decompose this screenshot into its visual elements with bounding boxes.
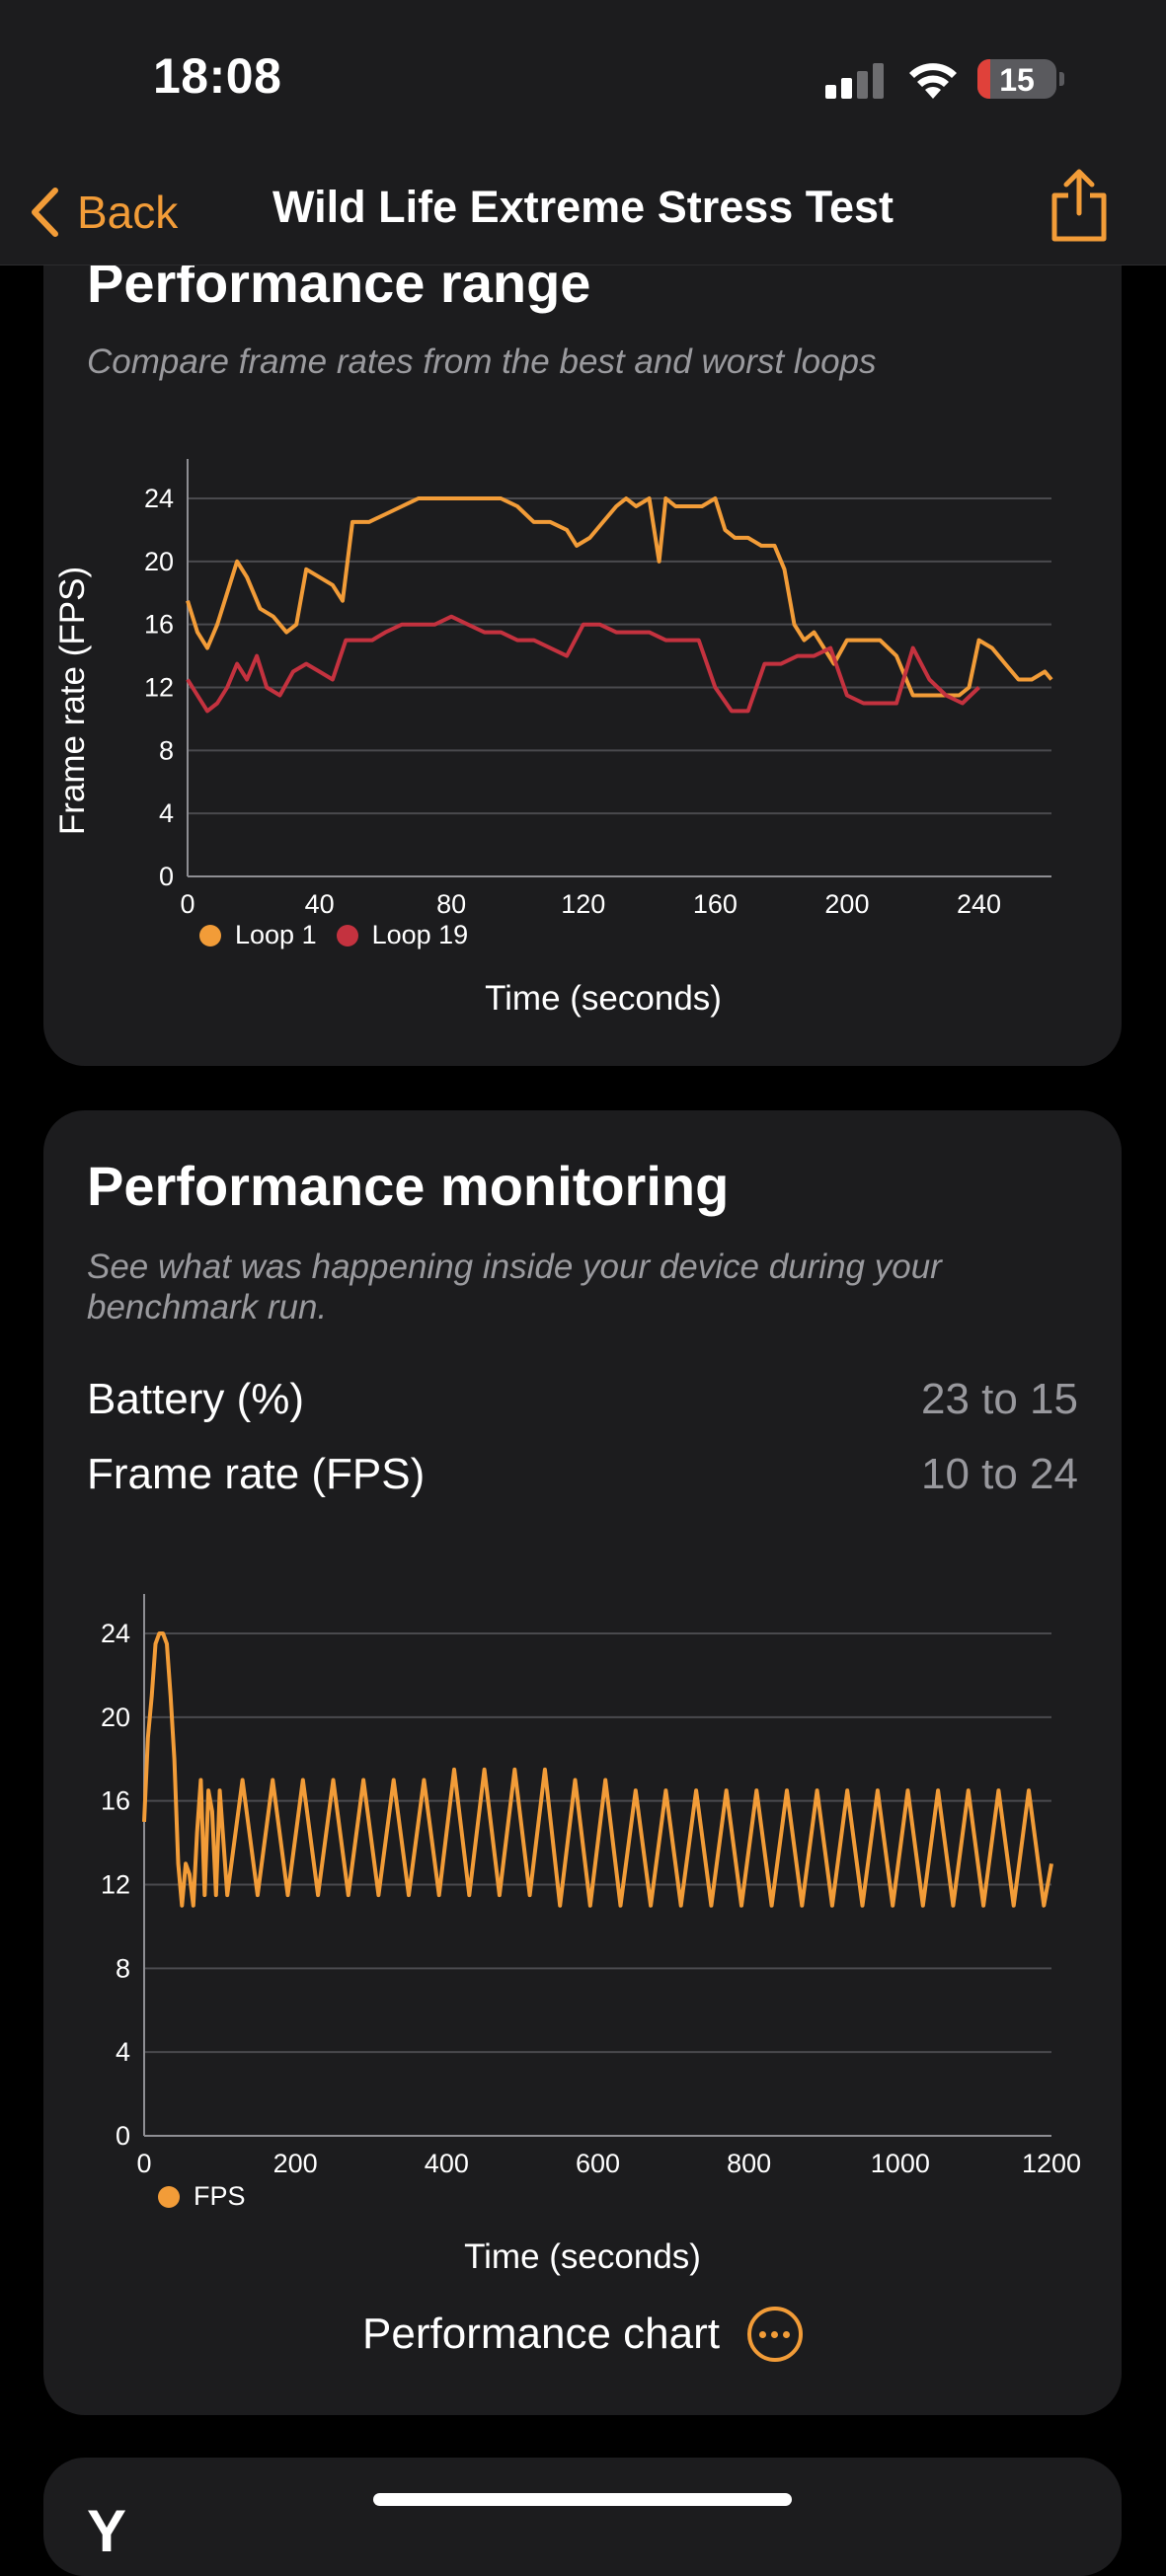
x-tick-label: 1000 bbox=[871, 2149, 930, 2178]
y-tick-label: 4 bbox=[116, 2037, 130, 2067]
framerate-row-label: Frame rate (FPS) bbox=[87, 1450, 426, 1498]
battery-icon: 15 bbox=[977, 59, 1056, 99]
x-axis-title-monitoring: Time (seconds) bbox=[464, 2237, 701, 2276]
x-tick-label: 240 bbox=[957, 889, 1001, 919]
x-tick-label: 0 bbox=[180, 889, 194, 919]
battery-row-value: 23 to 15 bbox=[920, 1375, 1078, 1423]
next-card: Y bbox=[43, 2458, 1122, 2576]
back-button[interactable]: Back bbox=[30, 178, 178, 247]
share-icon[interactable] bbox=[1047, 166, 1112, 245]
y-tick-label: 8 bbox=[116, 1953, 130, 1983]
chevron-left-icon bbox=[32, 188, 58, 237]
y-tick-label: 16 bbox=[144, 610, 174, 640]
y-tick-label: 16 bbox=[101, 1786, 130, 1816]
back-label: Back bbox=[77, 187, 179, 238]
performance-monitoring-chart: 0 4 8 12 16 20 24 0 200 400 600 800 1000 1200 bbox=[101, 1594, 1081, 2178]
y-tick-label: 12 bbox=[101, 1870, 130, 1900]
page-title: Wild Life Extreme Stress Test bbox=[272, 182, 894, 232]
performance-chart-label: Performance chart bbox=[362, 2310, 720, 2358]
x-tick-label: 200 bbox=[273, 2149, 318, 2178]
battery-level-fill bbox=[977, 59, 990, 99]
x-tick-label: 600 bbox=[576, 2149, 620, 2178]
series-line-loop-1 bbox=[186, 496, 1053, 698]
performance-monitoring-card: Performance monitoring See what was happ… bbox=[43, 1110, 1122, 2415]
cellular-signal-icon bbox=[825, 63, 884, 99]
legend-swatch-fps bbox=[158, 2185, 180, 2208]
x-axis-title: Time (seconds) bbox=[485, 979, 722, 1018]
x-tick-label: 800 bbox=[727, 2149, 771, 2178]
status-bar: 18:08 15 bbox=[0, 0, 1166, 158]
x-tick-label: 200 bbox=[824, 889, 869, 919]
legend-label-loop-19: Loop 19 bbox=[371, 920, 469, 949]
legend-label-fps: FPS bbox=[194, 2181, 246, 2211]
status-time: 18:08 bbox=[153, 48, 282, 104]
x-tick-label: 40 bbox=[305, 889, 335, 919]
performance-chart-link[interactable]: Performance chart bbox=[43, 2307, 1122, 2362]
next-card-title: Y bbox=[87, 2498, 127, 2564]
more-icon[interactable] bbox=[746, 2307, 803, 2362]
y-tick-label: 0 bbox=[116, 2121, 130, 2151]
legend-swatch-loop-1 bbox=[199, 924, 221, 947]
y-axis-title: Frame rate (FPS) bbox=[53, 566, 92, 836]
performance-monitoring-subtitle: See what was happening inside your devic… bbox=[87, 1248, 942, 1326]
y-tick-label: 24 bbox=[101, 1619, 130, 1648]
x-tick-label: 160 bbox=[693, 889, 738, 919]
performance-range-card: Performance range Compare frame rates fr… bbox=[43, 197, 1122, 1066]
navigation-bar: Back Wild Life Extreme Stress Test bbox=[0, 158, 1166, 265]
x-tick-label: 400 bbox=[425, 2149, 469, 2178]
performance-monitoring-title: Performance monitoring bbox=[87, 1155, 730, 1217]
legend-label-loop-1: Loop 1 bbox=[235, 920, 317, 949]
series-line-fps bbox=[142, 1631, 1053, 1908]
battery-row-label: Battery (%) bbox=[87, 1375, 305, 1423]
x-tick-label: 1200 bbox=[1022, 2149, 1081, 2178]
x-tick-label: 120 bbox=[561, 889, 605, 919]
chart-legend: Loop 1 Loop 19 bbox=[199, 920, 468, 950]
x-tick-label: 80 bbox=[436, 889, 466, 919]
wifi-icon bbox=[909, 63, 957, 99]
legend-swatch-loop-19 bbox=[336, 924, 358, 947]
series-line-loop-19 bbox=[186, 614, 980, 714]
battery-percent: 15 bbox=[999, 62, 1035, 98]
y-tick-label: 12 bbox=[144, 673, 174, 703]
battery-cap bbox=[1059, 72, 1064, 86]
y-tick-label: 20 bbox=[144, 547, 174, 576]
y-tick-label: 20 bbox=[101, 1703, 130, 1732]
y-tick-label: 0 bbox=[159, 862, 174, 891]
performance-range-subtitle: Compare frame rates from the best and wo… bbox=[87, 342, 877, 381]
home-indicator[interactable] bbox=[373, 2493, 792, 2506]
y-tick-label: 8 bbox=[159, 735, 174, 765]
y-tick-label: 4 bbox=[159, 798, 174, 828]
chart-legend-fps: FPS bbox=[158, 2181, 246, 2212]
x-tick-label: 0 bbox=[136, 2149, 151, 2178]
y-tick-label: 24 bbox=[144, 484, 174, 513]
framerate-row-value: 10 to 24 bbox=[920, 1450, 1078, 1498]
